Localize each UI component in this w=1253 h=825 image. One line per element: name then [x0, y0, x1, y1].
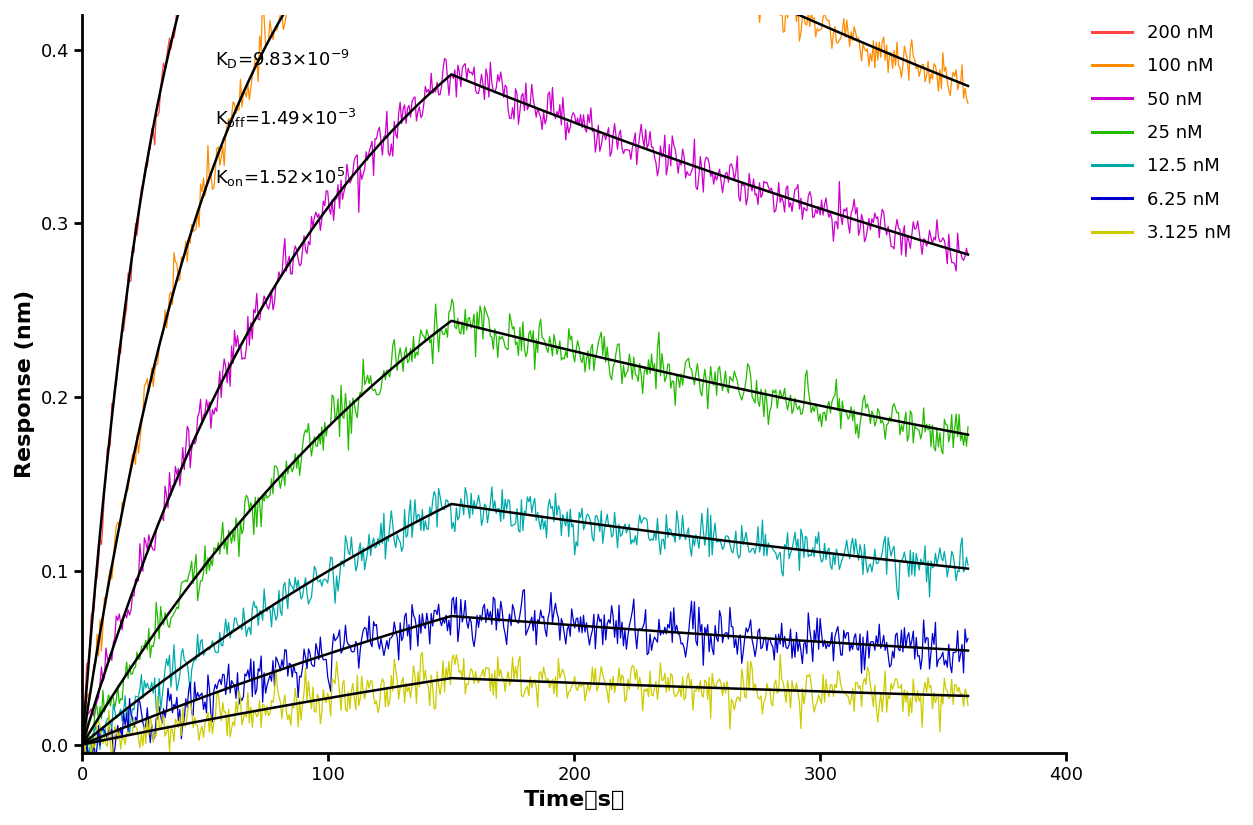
Legend: 200 nM, 100 nM, 50 nM, 25 nM, 12.5 nM, 6.25 nM, 3.125 nM: 200 nM, 100 nM, 50 nM, 25 nM, 12.5 nM, 6…: [1085, 16, 1238, 249]
Text: K$_\mathregular{on}$=1.52×10$^{5}$: K$_\mathregular{on}$=1.52×10$^{5}$: [216, 167, 346, 190]
Text: K$_\mathregular{D}$=9.83×10$^{-9}$: K$_\mathregular{D}$=9.83×10$^{-9}$: [216, 48, 350, 71]
Text: K$_\mathregular{off}$=1.49×10$^{-3}$: K$_\mathregular{off}$=1.49×10$^{-3}$: [216, 107, 357, 130]
X-axis label: Time（s）: Time（s）: [524, 790, 625, 810]
Y-axis label: Response (nm): Response (nm): [15, 290, 35, 478]
